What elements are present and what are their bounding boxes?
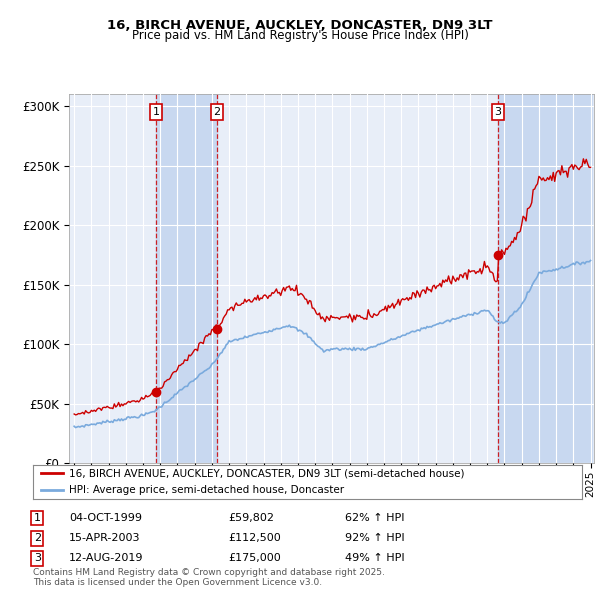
Text: £112,500: £112,500 <box>228 533 281 543</box>
Text: 15-APR-2003: 15-APR-2003 <box>69 533 140 543</box>
Text: HPI: Average price, semi-detached house, Doncaster: HPI: Average price, semi-detached house,… <box>68 485 344 495</box>
Text: 1: 1 <box>152 107 160 117</box>
Text: £59,802: £59,802 <box>228 513 274 523</box>
Text: £175,000: £175,000 <box>228 553 281 563</box>
Text: 04-OCT-1999: 04-OCT-1999 <box>69 513 142 523</box>
Text: 3: 3 <box>34 553 41 563</box>
Text: 62% ↑ HPI: 62% ↑ HPI <box>345 513 404 523</box>
Bar <box>156 94 217 463</box>
Text: 49% ↑ HPI: 49% ↑ HPI <box>345 553 404 563</box>
Bar <box>498 94 592 463</box>
Text: 3: 3 <box>494 107 502 117</box>
Text: 2: 2 <box>34 533 41 543</box>
Text: 1: 1 <box>34 513 41 523</box>
Text: 16, BIRCH AVENUE, AUCKLEY, DONCASTER, DN9 3LT (semi-detached house): 16, BIRCH AVENUE, AUCKLEY, DONCASTER, DN… <box>68 468 464 478</box>
Text: 16, BIRCH AVENUE, AUCKLEY, DONCASTER, DN9 3LT: 16, BIRCH AVENUE, AUCKLEY, DONCASTER, DN… <box>107 19 493 32</box>
Text: Price paid vs. HM Land Registry's House Price Index (HPI): Price paid vs. HM Land Registry's House … <box>131 30 469 42</box>
Text: Contains HM Land Registry data © Crown copyright and database right 2025.
This d: Contains HM Land Registry data © Crown c… <box>33 568 385 587</box>
Text: 2: 2 <box>213 107 220 117</box>
Text: 12-AUG-2019: 12-AUG-2019 <box>69 553 143 563</box>
Text: 92% ↑ HPI: 92% ↑ HPI <box>345 533 404 543</box>
